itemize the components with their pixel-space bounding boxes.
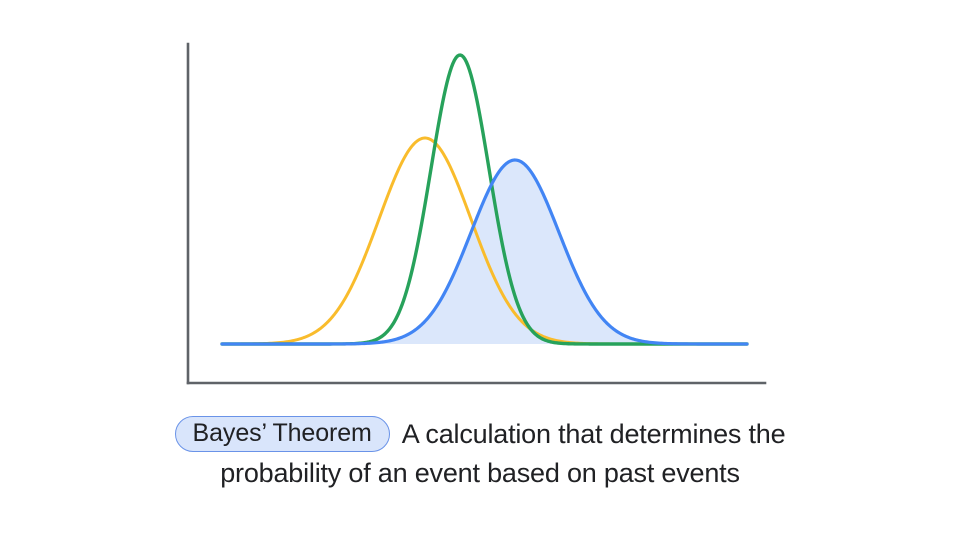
- chart-axes: [186, 42, 767, 385]
- term-pill-bayes-theorem[interactable]: Bayes’ Theorem: [174, 416, 390, 452]
- curve-posterior: [220, 158, 749, 346]
- chart-svg: [186, 42, 767, 385]
- caption-first-line: Bayes’ Theorem A calculation that determ…: [0, 412, 960, 456]
- chart-curve-strokes: [220, 53, 749, 346]
- distribution-chart: [186, 42, 767, 385]
- definition-text-line-2: probability of an event based on past ev…: [220, 458, 740, 488]
- definition-text-line-1: A calculation that determines the: [401, 419, 786, 449]
- caption-block: Bayes’ Theorem A calculation that determ…: [0, 404, 960, 540]
